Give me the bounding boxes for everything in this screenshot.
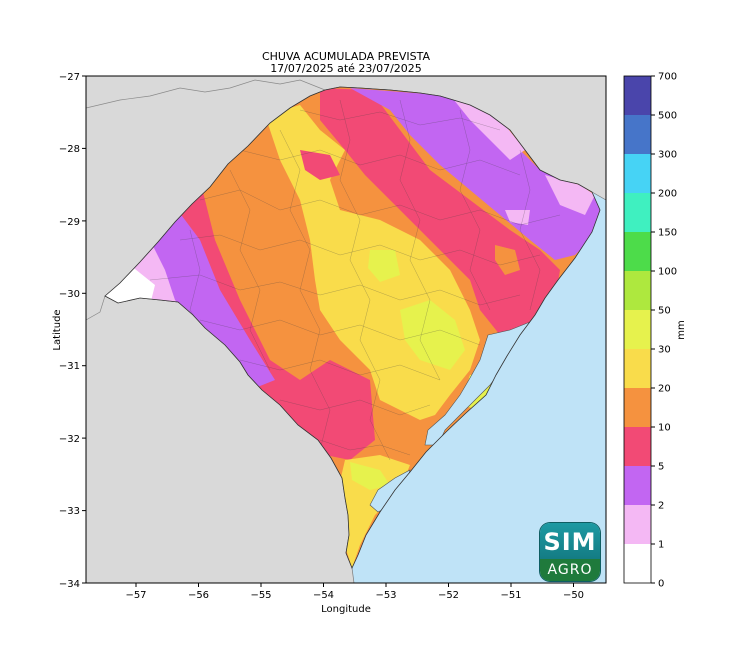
colorbar-segment (624, 154, 651, 193)
x-tick-label: −55 (250, 590, 271, 601)
y-tick-label: −30 (59, 289, 80, 300)
colorbar-frame (623, 75, 652, 584)
colorbar-tick-label: 10 (658, 423, 671, 434)
colorbar-tick-label: 50 (658, 306, 671, 317)
colorbar-tick-label: 700 (658, 72, 677, 83)
colorbar-tick-label: 1 (658, 540, 664, 551)
y-tick-label: −29 (59, 217, 80, 228)
y-tick-label: −33 (59, 506, 80, 517)
colorbar-tick-label: 500 (658, 111, 677, 122)
colorbar-tick-label: 5 (658, 462, 664, 473)
colorbar-tick-label: 30 (658, 345, 671, 356)
colorbar-unit-label: mm (676, 320, 687, 339)
colorbar-tick-label: 0 (658, 579, 664, 590)
colorbar-tick-label: 20 (658, 384, 671, 395)
colorbar-segment (624, 427, 651, 466)
x-tick-label: −51 (500, 590, 521, 601)
x-tick-label: −50 (563, 590, 584, 601)
colorbar-segment (624, 193, 651, 232)
logo-text-bottom: AGRO (540, 559, 600, 581)
x-tick-label: −54 (313, 590, 334, 601)
y-axis: −27 −28 −29 −30 −31 −32 −33 −34 Latitude (52, 72, 86, 590)
colorbar-tick-label: 100 (658, 267, 677, 278)
colorbar-segment (624, 271, 651, 310)
colorbar-segment (624, 76, 651, 115)
colorbar-segment (624, 466, 651, 505)
x-axis-title: Longitude (321, 604, 371, 615)
colorbar-segment (624, 388, 651, 427)
colorbar-segment (624, 544, 651, 583)
colorbar-segment (624, 232, 651, 271)
colorbar-tick-label: 2 (658, 501, 664, 512)
colorbar-tick-label: 150 (658, 228, 677, 239)
x-axis: −57 −56 −55 −54 −53 −52 −51 −50 Longitud… (125, 583, 584, 615)
colorbar-segment (624, 310, 651, 349)
country-border (86, 79, 326, 109)
map-title-line2: 17/07/2025 até 23/07/2025 (270, 62, 422, 75)
colorbar-segment (624, 349, 651, 388)
y-tick-label: −31 (59, 361, 80, 372)
plot-frame (85, 75, 607, 584)
y-tick-label: −28 (59, 144, 80, 155)
x-tick-label: −52 (438, 590, 459, 601)
x-tick-label: −57 (125, 590, 146, 601)
y-tick-label: −32 (59, 434, 80, 445)
colorbar-tick-label: 300 (658, 150, 677, 161)
colorbar: 0 1 2 5 10 20 30 50 100 150 200 300 500 700 mm (623, 72, 687, 590)
colorbar-tick-label: 200 (658, 189, 677, 200)
map-title-line1: CHUVA ACUMULADA PREVISTA (261, 50, 431, 63)
logo-text-top: SIM (540, 523, 600, 559)
y-axis-title: Latitude (52, 309, 63, 350)
y-tick-label: −27 (59, 72, 80, 83)
colorbar-segment (624, 115, 651, 154)
colorbar-segment (624, 505, 651, 544)
y-tick-label: −34 (59, 579, 80, 590)
sim-agro-logo: SIM AGRO (540, 523, 600, 581)
country-border (86, 295, 106, 321)
x-tick-label: −56 (188, 590, 209, 601)
x-tick-label: −53 (375, 590, 396, 601)
